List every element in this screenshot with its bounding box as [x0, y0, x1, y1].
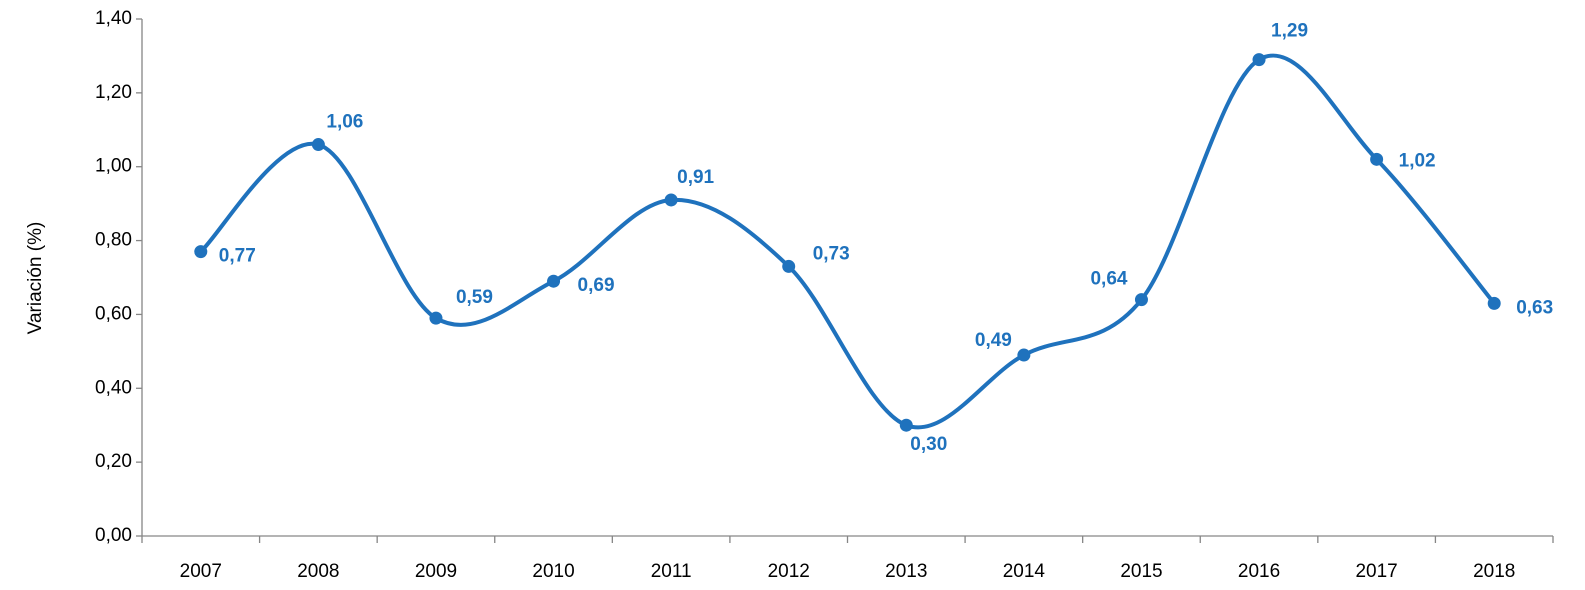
- x-tick-label: 2008: [297, 561, 339, 582]
- x-tick-label: 2007: [180, 561, 222, 582]
- marker: [194, 245, 208, 259]
- marker: [899, 418, 913, 432]
- value-label: 0,63: [1516, 297, 1553, 318]
- marker: [1487, 296, 1501, 310]
- marker: [547, 274, 561, 288]
- y-tick-label: 0,40: [95, 377, 132, 398]
- value-label: 0,73: [813, 243, 850, 264]
- marker: [1252, 53, 1266, 67]
- y-tick-label: 1,00: [95, 156, 132, 177]
- x-tick-label: 2018: [1473, 561, 1515, 582]
- marker: [1017, 348, 1031, 362]
- marker: [1370, 152, 1384, 166]
- value-label: 1,29: [1271, 21, 1308, 42]
- x-tick-label: 2013: [885, 561, 927, 582]
- marker: [311, 138, 325, 152]
- x-tick-label: 2009: [415, 561, 457, 582]
- value-label: 1,02: [1399, 150, 1436, 171]
- y-tick-label: 0,00: [95, 525, 132, 546]
- y-axis-label: Variación (%): [25, 222, 46, 335]
- value-label: 0,49: [975, 330, 1012, 351]
- marker: [782, 259, 796, 273]
- x-tick-label: 2017: [1355, 561, 1397, 582]
- value-label: 0,64: [1090, 269, 1127, 290]
- x-tick-label: 2011: [651, 561, 692, 582]
- y-tick-label: 0,80: [95, 230, 132, 251]
- value-label: 0,77: [219, 246, 256, 267]
- value-label: 1,06: [326, 112, 363, 133]
- y-tick-label: 0,20: [95, 451, 132, 472]
- x-tick-label: 2015: [1120, 561, 1162, 582]
- y-tick-label: 1,40: [95, 8, 132, 29]
- marker: [429, 311, 443, 325]
- y-tick-label: 0,60: [95, 303, 132, 324]
- marker: [664, 193, 678, 207]
- x-tick-label: 2010: [532, 561, 574, 582]
- y-tick-label: 1,20: [95, 82, 132, 103]
- x-tick-label: 2014: [1003, 561, 1046, 582]
- value-label: 0,91: [677, 167, 714, 188]
- line: [199, 53, 1496, 430]
- value-label: 0,59: [456, 287, 493, 308]
- x-tick-label: 2012: [768, 561, 810, 582]
- value-label: 0,69: [578, 275, 615, 296]
- marker: [1134, 293, 1148, 307]
- value-label: 0,30: [910, 434, 947, 455]
- x-tick-label: 2016: [1238, 561, 1280, 582]
